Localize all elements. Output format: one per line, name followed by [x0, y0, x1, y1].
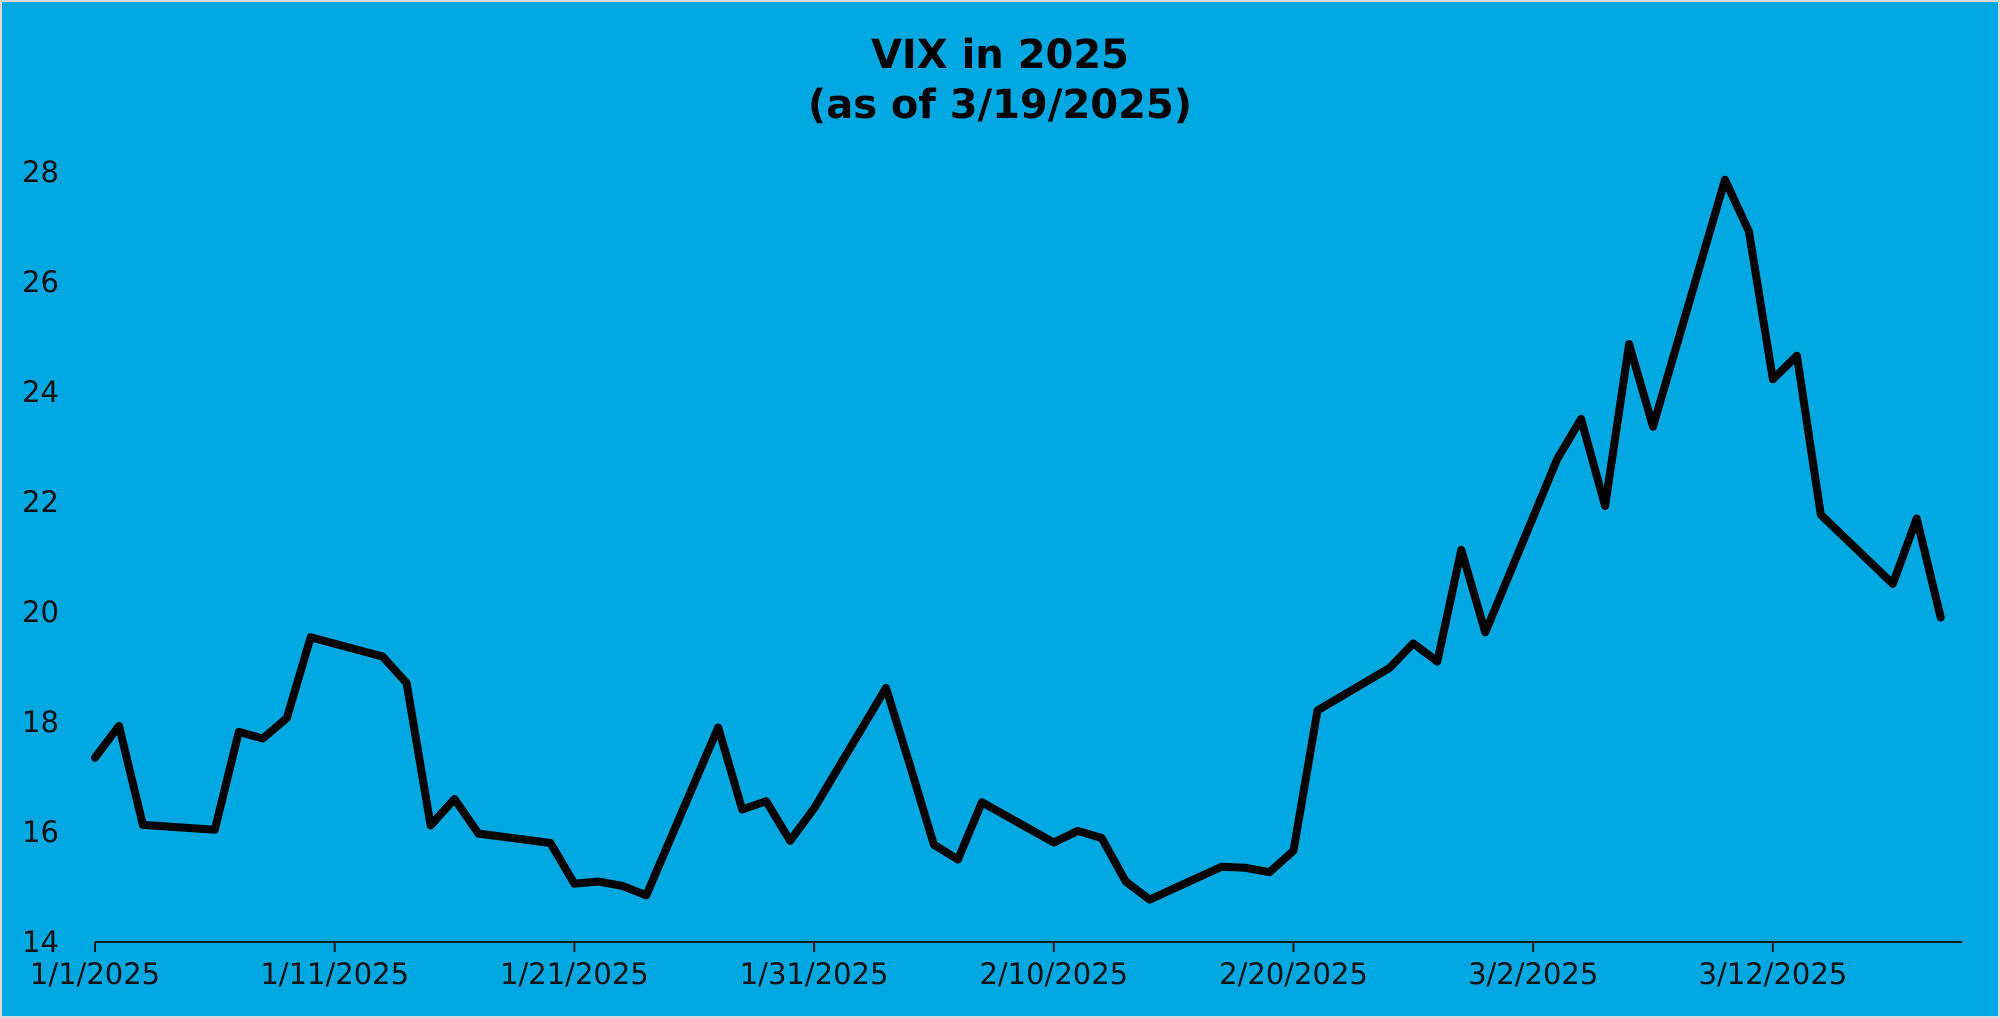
y-tick-label: 22 [22, 485, 59, 519]
x-tick-label: 1/1/2025 [30, 957, 160, 991]
y-tick-label: 18 [22, 705, 59, 739]
y-tick-label: 20 [22, 595, 59, 629]
y-tick-label: 26 [22, 265, 59, 299]
y-tick-label: 16 [22, 815, 59, 849]
x-tick-label: 1/21/2025 [500, 957, 649, 991]
chart-title: VIX in 2025 [870, 32, 1130, 78]
y-tick-label: 14 [22, 925, 59, 959]
x-tick-label: 3/12/2025 [1699, 957, 1848, 991]
x-tick-label: 2/20/2025 [1219, 957, 1368, 991]
x-tick-label: 1/31/2025 [740, 957, 889, 991]
y-tick-label: 24 [22, 375, 59, 409]
chart-title-block: VIX in 2025 (as of 3/19/2025) [2, 30, 1998, 130]
vix-series-line [91, 175, 1945, 904]
y-tick-label: 28 [22, 155, 59, 189]
chart-subtitle: (as of 3/19/2025) [807, 82, 1193, 128]
x-tick-label: 1/11/2025 [260, 957, 409, 991]
x-tick-label: 2/10/2025 [979, 957, 1128, 991]
x-tick-label: 3/2/2025 [1468, 957, 1598, 991]
